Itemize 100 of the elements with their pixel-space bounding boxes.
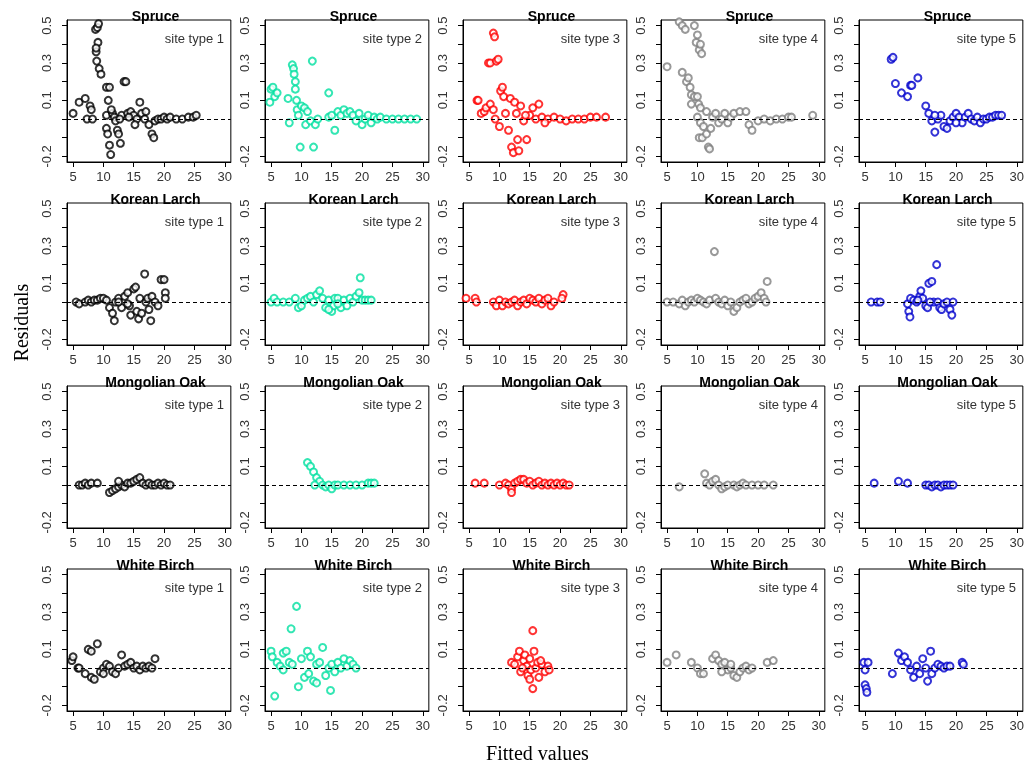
text: site type 3 [560,397,621,412]
x-tick-label: 30 [217,718,232,733]
y-tick-label: 0.5 [435,382,450,401]
x-tick-label: 25 [979,169,994,184]
y-tick-label: 0.5 [237,199,252,218]
x-tick-label: 15 [522,169,537,184]
x-tick-label: 15 [126,718,141,733]
y-tick-label: 0.1 [39,457,54,476]
y-tick-label: 0.1 [435,640,450,659]
y-tick-label: 0.5 [435,199,450,218]
chart-title: Korean Larch [506,191,597,207]
x-tick-label: 20 [948,352,964,367]
y-tick-label: 0.3 [831,602,846,622]
x-tick-label: 5 [267,535,275,550]
x-tick-label: 20 [156,352,172,367]
x-tick-label: 20 [552,718,568,733]
y-tick-label: 0.5 [39,565,54,584]
text: site type 1 [164,397,225,412]
x-tick-label: 15 [918,169,933,184]
y-tick-label: -0.2 [633,694,648,717]
chart-title: White Birch [710,557,789,573]
y-tick-label: 0.1 [831,457,846,476]
y-tick-label: -0.2 [39,511,54,534]
x-tick-label: 25 [583,718,598,733]
x-tick-label: 5 [267,169,275,184]
text: site type 5 [956,397,1017,412]
x-tick-label: 25 [583,169,598,184]
x-tick-label: 15 [324,718,339,733]
x-tick-label: 5 [69,169,77,184]
x-tick-label: 30 [811,535,826,550]
x-tick-label: 5 [465,169,473,184]
x-tick-label: 10 [96,535,111,550]
x-tick-label: 5 [69,718,77,733]
chart-title: White Birch [116,557,195,573]
y-tick-label: 0.3 [435,53,450,73]
x-tick-label: 15 [918,718,933,733]
y-tick-label: 0.1 [633,640,648,659]
y-tick-label: -0.2 [237,511,252,534]
y-tick-label: 0.5 [633,16,648,35]
chart-title: Spruce [131,8,180,24]
x-tick-label: 10 [690,169,705,184]
y-tick-label: 0.1 [435,274,450,293]
x-tick-label: 25 [385,352,400,367]
chart-title: Spruce [527,8,576,24]
y-tick-label: -0.2 [39,145,54,168]
x-tick-label: 10 [294,535,309,550]
y-tick-label: 0.5 [831,199,846,218]
chart-title: Spruce [923,8,972,24]
y-tick-label: 0.1 [39,91,54,110]
y-tick-label: -0.2 [633,328,648,351]
x-tick-label: 30 [1009,352,1024,367]
y-tick-label: 0.1 [237,640,252,659]
x-tick-label: 10 [888,535,903,550]
text: site type 4 [758,580,819,595]
text: site type 4 [758,397,819,412]
y-tick-label: 0.3 [39,602,54,622]
y-tick-label: 0.5 [237,16,252,35]
y-tick-label: -0.2 [435,145,450,168]
x-tick-label: 15 [324,352,339,367]
x-tick-label: 30 [613,718,628,733]
text: site type 2 [362,580,423,595]
x-tick-label: 30 [811,352,826,367]
text: site type 1 [164,580,225,595]
x-tick-label: 30 [811,169,826,184]
x-tick-label: 30 [415,535,430,550]
x-tick-label: 10 [888,718,903,733]
x-tick-label: 30 [1009,169,1024,184]
x-tick-label: 10 [492,352,507,367]
x-tick-label: 20 [948,169,964,184]
y-tick-label: 0.5 [435,16,450,35]
text: site type 4 [758,31,819,46]
x-axis-title: Fitted values [485,742,590,765]
chart-title: Korean Larch [110,191,201,207]
x-tick-label: 25 [979,718,994,733]
y-tick-label: 0.1 [633,91,648,110]
x-tick-label: 5 [69,535,77,550]
y-tick-label: 0.3 [435,602,450,622]
y-tick-label: 0.5 [831,565,846,584]
x-tick-label: 20 [156,169,172,184]
x-tick-label: 25 [979,352,994,367]
x-tick-label: 25 [781,352,796,367]
y-tick-label: 0.5 [39,199,54,218]
x-tick-label: 20 [156,718,172,733]
y-tick-label: 0.1 [633,274,648,293]
x-tick-label: 30 [415,352,430,367]
x-tick-label: 5 [663,535,671,550]
x-tick-label: 15 [126,535,141,550]
x-tick-label: 10 [888,169,903,184]
x-tick-label: 20 [354,352,370,367]
x-tick-label: 10 [888,352,903,367]
x-tick-label: 25 [979,535,994,550]
y-tick-label: -0.2 [831,511,846,534]
y-tick-label: 0.5 [633,199,648,218]
x-tick-label: 15 [720,169,735,184]
text: site type 3 [560,580,621,595]
x-tick-label: 5 [465,352,473,367]
y-tick-label: -0.2 [39,328,54,351]
x-tick-label: 5 [465,535,473,550]
x-tick-label: 10 [294,718,309,733]
y-tick-label: 0.3 [633,236,648,256]
